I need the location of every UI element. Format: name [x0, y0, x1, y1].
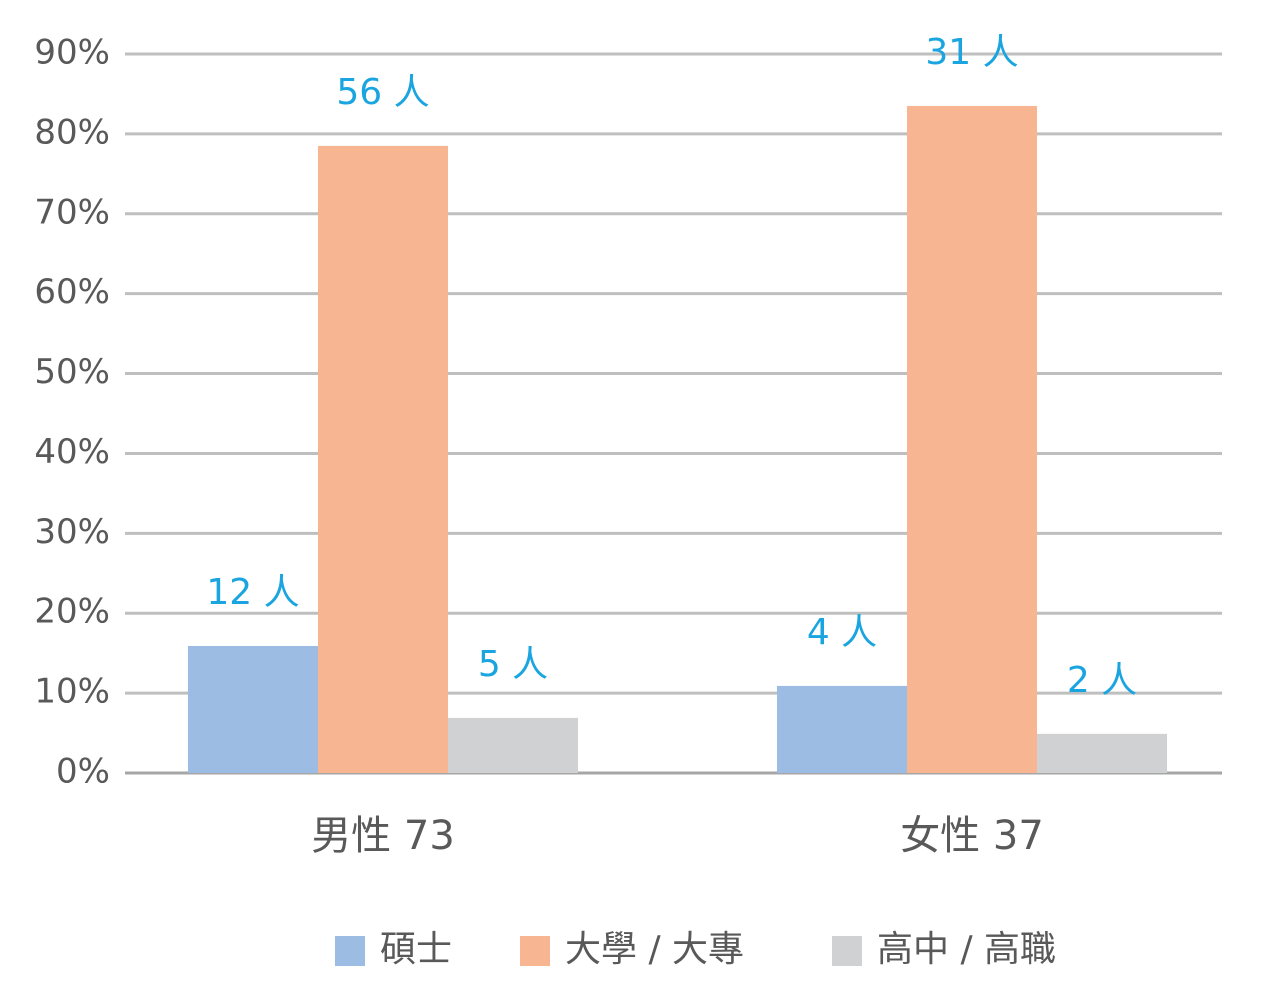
- data-label: 12 人: [206, 572, 299, 613]
- y-tick-label: 40%: [34, 432, 110, 472]
- y-tick-label: 50%: [34, 352, 110, 392]
- bar: [907, 105, 1037, 773]
- legend-swatch: [832, 936, 862, 966]
- y-tick-label: 0%: [56, 752, 110, 792]
- bar: [777, 685, 907, 773]
- y-tick-label: 30%: [34, 512, 110, 552]
- data-label: 56 人: [336, 72, 429, 113]
- data-label: 31 人: [925, 32, 1018, 73]
- y-tick-label: 90%: [34, 33, 110, 73]
- y-tick-label: 70%: [34, 192, 110, 232]
- y-tick-label: 80%: [34, 112, 110, 152]
- legend-label: 高中 / 高職: [877, 929, 1056, 970]
- y-tick-label: 10%: [34, 672, 110, 712]
- x-tick-label: 女性 37: [900, 813, 1044, 859]
- bar: [318, 145, 448, 774]
- bar: [448, 717, 578, 773]
- legend-label: 碩士: [380, 929, 452, 970]
- data-label: 5 人: [478, 644, 548, 685]
- data-label: 2 人: [1067, 660, 1137, 701]
- legend-swatch: [335, 936, 365, 966]
- legend-swatch: [520, 936, 550, 966]
- y-tick-label: 60%: [34, 272, 110, 312]
- y-tick-label: 20%: [34, 592, 110, 632]
- x-tick-label: 男性 73: [311, 813, 455, 859]
- bar: [188, 645, 318, 773]
- bar: [1037, 733, 1167, 773]
- data-label: 4 人: [807, 612, 877, 653]
- legend-label: 大學 / 大專: [565, 929, 744, 970]
